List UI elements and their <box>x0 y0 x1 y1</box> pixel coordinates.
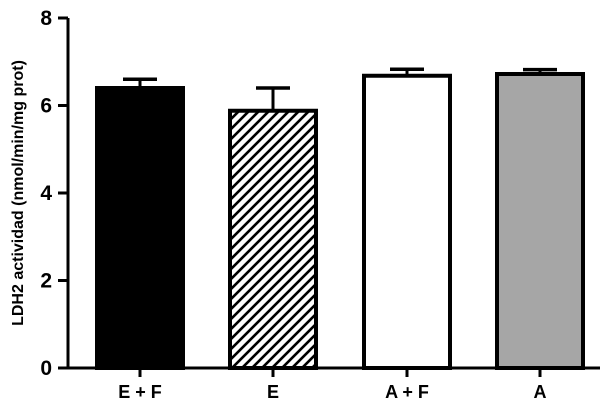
y-tick-label: 0 <box>40 357 52 380</box>
x-ticks-group: E + F E A + F A <box>118 368 547 402</box>
x-tick-label: E + F <box>118 382 162 402</box>
bar <box>228 108 318 370</box>
x-tick-label: E <box>267 382 279 402</box>
y-tick-label: 8 <box>40 7 52 30</box>
x-tick-label: A + F <box>385 382 429 402</box>
error-bars-group <box>123 67 557 111</box>
y-tick-label: 6 <box>40 95 52 118</box>
bar <box>495 72 585 370</box>
bar <box>362 73 452 370</box>
x-tick-label: A <box>534 382 547 402</box>
y-ticks-group: 0 2 4 6 8 <box>40 7 68 380</box>
bar <box>95 86 185 370</box>
bars-group <box>95 72 585 370</box>
y-tick-label: 4 <box>40 182 52 205</box>
y-tick-label: 2 <box>40 270 52 293</box>
y-axis-label: LDH2 actividad (nmol/min/mg prot) <box>10 60 27 326</box>
